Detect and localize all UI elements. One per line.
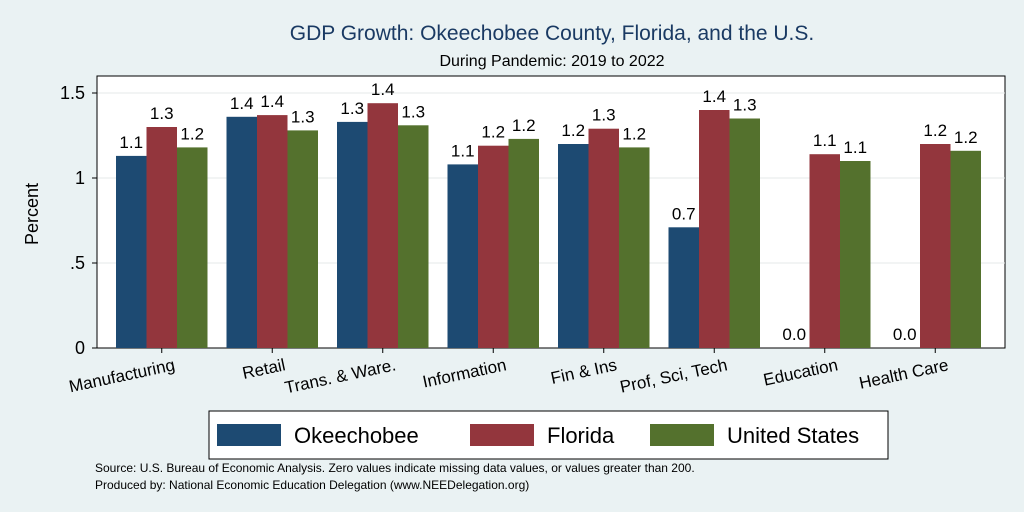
bar-florida: [257, 115, 288, 348]
bar-value-label: 1.3: [291, 107, 315, 126]
y-tick-label: 1.5: [60, 83, 85, 103]
bar-value-label: 1.1: [843, 138, 867, 157]
bar-value-label: 1.3: [592, 106, 616, 125]
bar-okeechobee: [116, 155, 147, 348]
bar-florida: [809, 154, 840, 348]
bar-value-label: 1.2: [512, 116, 536, 135]
bar-value-label: 1.3: [401, 102, 425, 121]
bar-united-states: [950, 150, 981, 348]
bar-value-label: 1.1: [451, 141, 475, 160]
bar-okeechobee: [668, 227, 699, 348]
legend-label: United States: [727, 423, 859, 448]
chart-subtitle: During Pandemic: 2019 to 2022: [439, 53, 664, 70]
bars: [116, 103, 981, 349]
value-labels: 1.1 1.3 1.2 1.4 1.4 1.3 1.3 1.4 1.3 1.1 1.2 1.2 1.2 1…: [119, 80, 977, 344]
bar-value-label: 1.2: [481, 123, 505, 142]
chart-title: GDP Growth: Okeechobee County, Florida, …: [290, 22, 815, 45]
bar-value-label: 1.1: [119, 133, 143, 152]
bar-united-states: [287, 130, 318, 348]
bar-united-states: [619, 147, 650, 348]
x-category-label: Health Care: [857, 355, 950, 392]
legend-swatch: [650, 424, 714, 446]
bar-florida: [699, 110, 730, 348]
bar-value-label: 0.0: [782, 325, 806, 344]
source-note: Source: U.S. Bureau of Economic Analysis…: [95, 461, 695, 475]
bar-value-label: 1.1: [813, 131, 837, 150]
bar-okeechobee: [558, 144, 589, 348]
bar-value-label: 1.2: [622, 124, 646, 143]
bar-united-states: [508, 138, 539, 348]
producer-note: Produced by: National Economic Education…: [95, 478, 529, 492]
legend: [208, 410, 889, 460]
bar-value-label: 0.0: [893, 325, 917, 344]
x-category-label: Fin & Ins: [549, 355, 619, 388]
bar-florida: [146, 127, 177, 348]
legend-swatch: [470, 424, 534, 446]
y-tick-label: .5: [70, 253, 85, 273]
bar-florida: [478, 145, 509, 348]
bar-value-label: 0.7: [672, 204, 696, 223]
x-category-label: Retail: [241, 355, 287, 383]
bar-value-label: 1.4: [230, 94, 254, 113]
bar-value-label: 1.3: [150, 104, 174, 123]
bar-united-states: [729, 118, 760, 348]
bar-value-label: 1.2: [954, 128, 978, 147]
bar-value-label: 1.2: [180, 124, 204, 143]
y-axis-label: Percent: [22, 183, 42, 245]
legend-label: Okeechobee: [294, 423, 419, 448]
x-category-label: Trans. & Ware.: [283, 355, 398, 397]
bar-value-label: 1.4: [260, 92, 284, 111]
x-category-label: Manufacturing: [67, 355, 176, 396]
bar-value-label: 1.2: [923, 121, 947, 140]
legend-items: Okeechobee Florida United States: [217, 423, 859, 448]
bar-value-label: 1.4: [702, 87, 726, 106]
bar-united-states: [177, 147, 208, 348]
y-axis-ticks: 0 .5 1 1.5: [60, 83, 97, 358]
bar-united-states: [840, 161, 871, 348]
bar-united-states: [398, 125, 429, 348]
bar-okeechobee: [226, 116, 257, 348]
bar-value-label: 1.3: [340, 99, 364, 118]
y-tick-label: 0: [75, 338, 85, 358]
bar-value-label: 1.3: [733, 96, 757, 115]
x-category-label: Education: [762, 355, 840, 389]
bar-value-label: 1.4: [371, 80, 395, 99]
legend-swatch: [217, 424, 281, 446]
bar-florida: [367, 103, 398, 348]
x-category-label: Information: [421, 355, 508, 391]
bar-value-label: 1.2: [561, 121, 585, 140]
bar-florida: [588, 128, 619, 348]
y-tick-label: 1: [75, 168, 85, 188]
legend-label: Florida: [547, 423, 615, 448]
bar-florida: [920, 144, 951, 348]
bar-okeechobee: [447, 164, 478, 348]
bar-okeechobee: [337, 121, 368, 349]
x-category-label: Prof, Sci, Tech: [618, 355, 729, 396]
